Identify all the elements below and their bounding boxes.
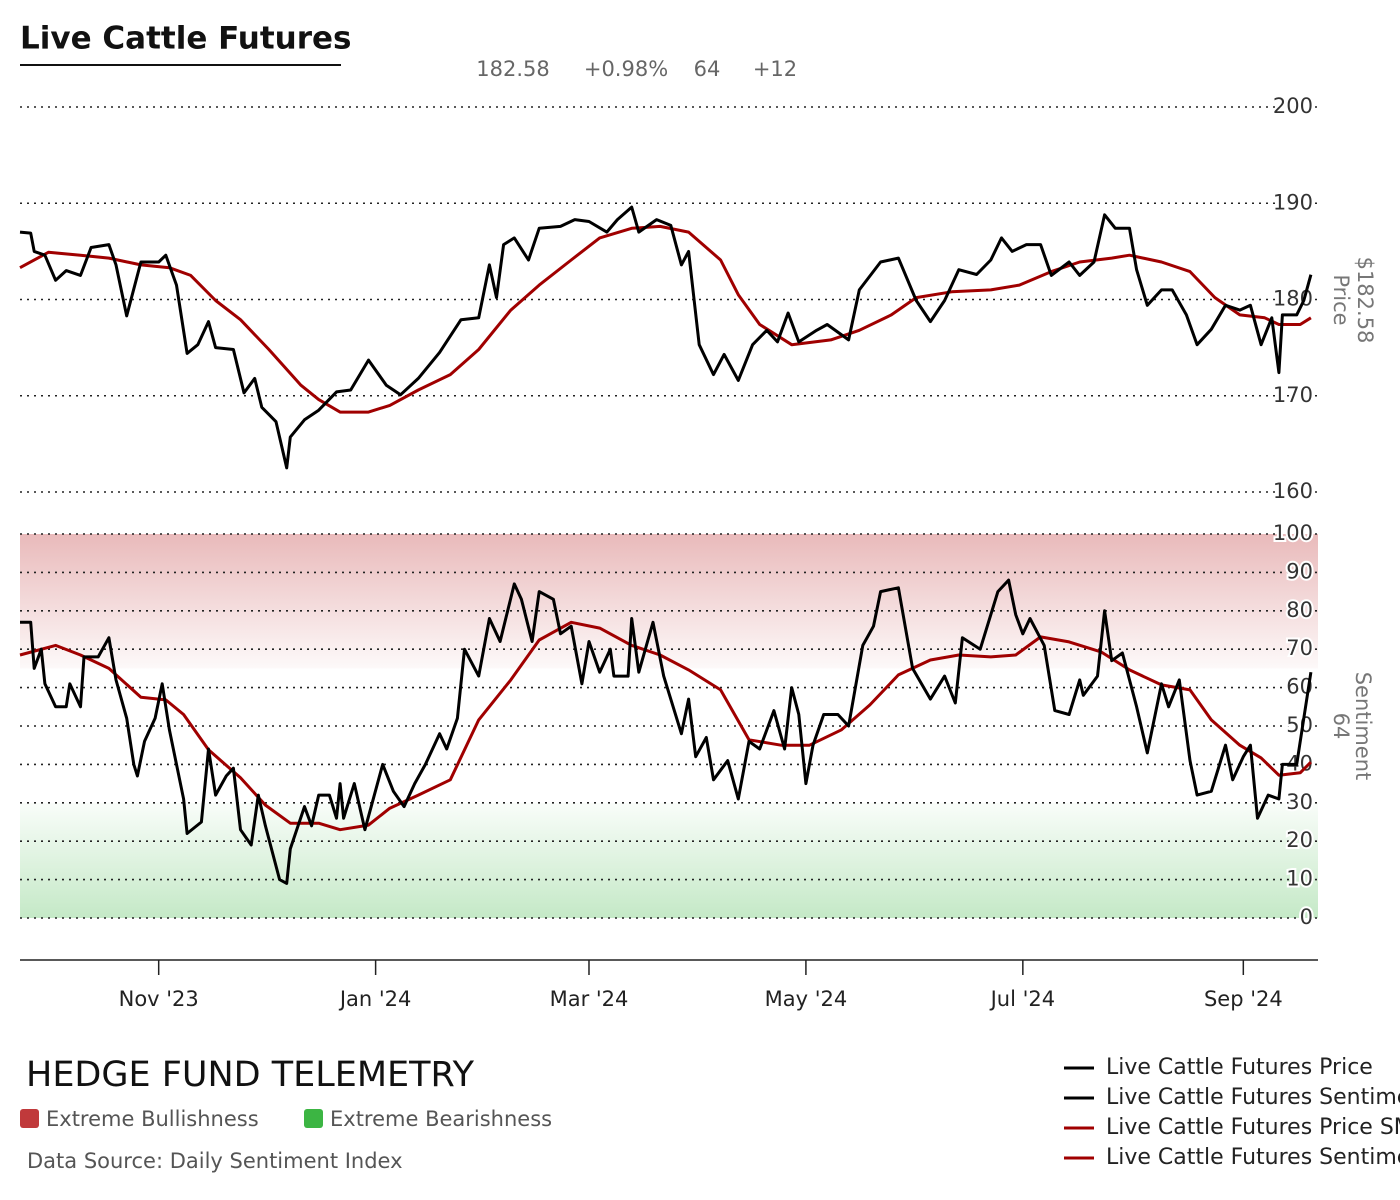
y2-tick-label: 70 xyxy=(1286,636,1313,660)
band-legend-label: Extreme Bearishness xyxy=(330,1107,552,1131)
band-legend-swatch xyxy=(304,1109,323,1128)
y2-tick-label: 30 xyxy=(1286,790,1313,814)
x-tick-label: Jan '24 xyxy=(338,987,412,1011)
legend-label: Live Cattle Futures Price xyxy=(1106,1055,1373,1080)
band xyxy=(20,534,1318,669)
series-line xyxy=(20,578,1313,885)
y-axis-label: Price xyxy=(1329,274,1353,325)
chart-title: Live Cattle Futures xyxy=(20,21,352,57)
x-tick-label: May '24 xyxy=(765,987,848,1011)
x-tick-label: Nov '23 xyxy=(119,987,199,1011)
y2-axis-label: Sentiment xyxy=(1351,672,1375,781)
band-legend-label: Extreme Bullishness xyxy=(46,1107,259,1131)
header-stat: +0.98% xyxy=(584,57,668,81)
y2-tick-label: 100 xyxy=(1273,521,1313,545)
y2-tick-label: 50 xyxy=(1286,713,1313,737)
y2-tick-label: 10 xyxy=(1286,867,1313,891)
header-stat: 182.58 xyxy=(476,57,549,81)
y-axis-value: $182.58 xyxy=(1353,257,1377,344)
legend-label: Live Cattle Futures Sentiment SMA xyxy=(1106,1145,1400,1170)
y2-tick-label: 90 xyxy=(1286,559,1313,583)
y2-tick-label: 20 xyxy=(1286,828,1313,852)
legend-label: Live Cattle Futures Price SMA xyxy=(1106,1115,1400,1140)
y-tick-label: 170 xyxy=(1273,383,1313,407)
y2-axis-value: 64 xyxy=(1329,713,1353,740)
y-tick-label: 200 xyxy=(1273,94,1313,118)
header-stats: 182.58 +0.98% 64 +12 xyxy=(476,57,797,81)
y-tick-label: 160 xyxy=(1273,479,1313,503)
y2-tick-label: 80 xyxy=(1286,598,1313,622)
legend-label: Live Cattle Futures Sentiment xyxy=(1106,1085,1400,1110)
band-legend-swatch xyxy=(20,1109,39,1128)
x-tick-label: Mar '24 xyxy=(550,987,629,1011)
header-stat: +12 xyxy=(753,57,797,81)
x-tick-label: Jul '24 xyxy=(989,987,1056,1011)
y-tick-label: 190 xyxy=(1273,190,1313,214)
band xyxy=(20,802,1318,918)
brand: HEDGE FUND TELEMETRY xyxy=(26,1055,475,1095)
series-line xyxy=(19,224,1312,414)
x-tick-label: Sep '24 xyxy=(1204,987,1283,1011)
series-line xyxy=(19,205,1313,470)
y2-tick-label: 0 xyxy=(1300,905,1313,929)
source: Data Source: Daily Sentiment Index xyxy=(27,1149,403,1173)
header-stat: 64 xyxy=(694,57,721,81)
